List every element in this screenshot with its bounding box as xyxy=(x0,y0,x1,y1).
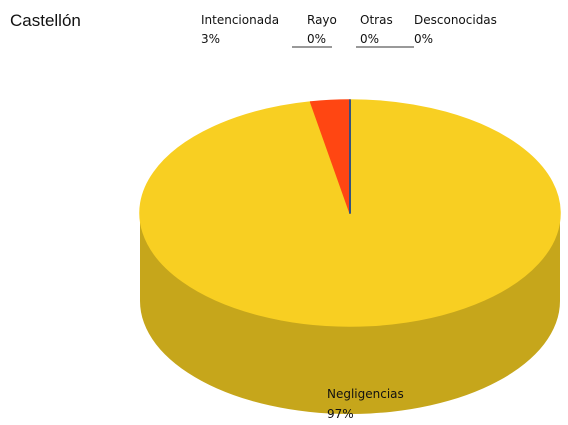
slice-label: Intencionada xyxy=(201,13,279,27)
slice-value-label: 3% xyxy=(201,32,220,46)
pie-side xyxy=(140,213,560,414)
slice-value-label: 97% xyxy=(327,407,354,421)
pie-sides xyxy=(140,213,560,414)
slice-value-label: 0% xyxy=(360,32,379,46)
slice-label: Otras xyxy=(360,13,393,27)
slice-label: Negligencias xyxy=(327,387,404,401)
slice-value-label: 0% xyxy=(414,32,433,46)
slice-label: Rayo xyxy=(307,13,337,27)
pie-top xyxy=(139,99,561,327)
chart-title: Castellón xyxy=(10,11,81,30)
slice-label: Desconocidas xyxy=(414,13,497,27)
slice-value-label: 0% xyxy=(307,32,326,46)
